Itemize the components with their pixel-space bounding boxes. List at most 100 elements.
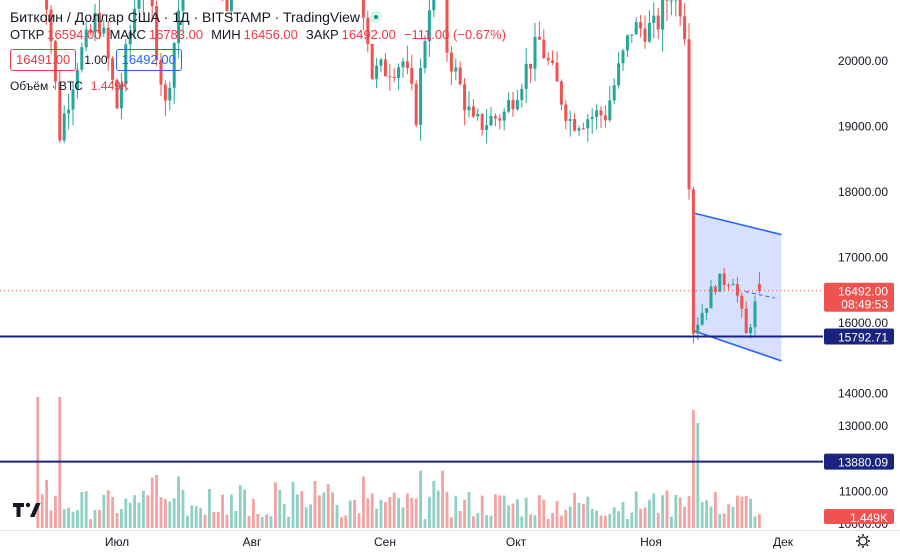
volume-bar bbox=[142, 490, 145, 528]
volume-bar bbox=[643, 507, 647, 528]
candle-body bbox=[740, 295, 744, 309]
candle-body bbox=[603, 115, 607, 121]
volume-bar bbox=[238, 485, 242, 528]
time-axis-background bbox=[0, 530, 900, 553]
volume-bar bbox=[599, 515, 603, 528]
sell-price-button[interactable]: 16491.00 bbox=[10, 49, 77, 71]
price-tick-label: 16000.00 bbox=[838, 316, 888, 330]
candle-body bbox=[89, 29, 93, 33]
candle-body bbox=[542, 39, 546, 58]
volume-bar bbox=[388, 497, 392, 528]
volume-bar bbox=[384, 502, 387, 528]
candle-body bbox=[630, 34, 634, 36]
high-value: 16783.00 bbox=[148, 27, 204, 42]
level-badge-label: 13880.09 bbox=[838, 456, 888, 470]
volume-bar bbox=[313, 481, 317, 528]
candle-body bbox=[617, 63, 621, 86]
buy-price-button[interactable]: 16492.00 bbox=[115, 49, 182, 71]
volume-bar bbox=[186, 515, 189, 528]
settings-gear-icon[interactable] bbox=[856, 534, 870, 548]
volume-bar bbox=[436, 490, 440, 528]
candle-body bbox=[652, 15, 656, 23]
volume-bar bbox=[208, 489, 211, 528]
volume-bar bbox=[467, 492, 471, 528]
candle-body bbox=[119, 84, 123, 109]
candle-body bbox=[137, 0, 141, 9]
volume-bar bbox=[582, 504, 585, 528]
candle-body bbox=[493, 116, 497, 119]
volume-bar bbox=[524, 497, 528, 528]
volume-bar bbox=[511, 503, 515, 528]
price-tick-label: 18000.00 bbox=[838, 185, 888, 199]
volume-bar bbox=[216, 512, 220, 528]
volume-bar bbox=[155, 475, 158, 528]
volume-bar bbox=[304, 507, 308, 528]
tradingview-logo-icon[interactable] bbox=[12, 500, 42, 520]
candle-body bbox=[419, 68, 423, 125]
volume-bar bbox=[230, 494, 233, 528]
volume-bar bbox=[62, 509, 66, 528]
volume-bar bbox=[172, 498, 176, 528]
volume-row: Объём · BTC 1.449K bbox=[10, 77, 514, 95]
volume-bar bbox=[458, 510, 462, 528]
volume-bar bbox=[621, 501, 625, 528]
volume-bar bbox=[124, 498, 128, 528]
spread-value: 1.00 bbox=[84, 53, 108, 67]
volume-bar bbox=[709, 506, 713, 528]
candle-body bbox=[49, 9, 53, 42]
open-value: 16594.00 bbox=[47, 27, 102, 42]
volume-bar bbox=[736, 495, 739, 528]
volume-bar bbox=[221, 494, 224, 528]
volume-bar bbox=[507, 505, 510, 528]
volume-bar bbox=[722, 513, 726, 528]
volume-bar bbox=[269, 516, 273, 528]
candle-body bbox=[410, 68, 414, 84]
candle-body bbox=[62, 113, 66, 141]
volume-bar bbox=[296, 494, 299, 528]
volume-bar bbox=[177, 476, 180, 528]
volume-bar bbox=[194, 506, 198, 528]
candle-body bbox=[573, 119, 577, 131]
volume-bar bbox=[696, 422, 700, 528]
candle-body bbox=[735, 284, 739, 296]
candle-body bbox=[559, 81, 563, 105]
volume-bar bbox=[128, 502, 132, 528]
candle-body bbox=[669, 0, 673, 2]
volume-bar bbox=[401, 507, 405, 528]
volume-bar bbox=[260, 517, 264, 528]
symbol-title[interactable]: Биткоин / Доллар США · 1Д · BITSTAMP · T… bbox=[10, 9, 360, 25]
volume-bar bbox=[252, 498, 255, 528]
volume-bar bbox=[353, 499, 356, 528]
volume-bar bbox=[546, 519, 550, 528]
candle-body bbox=[515, 100, 519, 110]
candle-body bbox=[225, 0, 229, 12]
last-price-badge-background bbox=[824, 282, 894, 312]
volume-bar bbox=[529, 514, 532, 528]
volume-bar bbox=[652, 493, 656, 528]
candle-body bbox=[480, 114, 484, 130]
candle-body bbox=[155, 6, 159, 60]
candle-body bbox=[45, 0, 49, 10]
volume-bar bbox=[265, 514, 268, 528]
candle-body bbox=[639, 22, 643, 29]
volume-bar bbox=[577, 502, 581, 528]
candle-body bbox=[665, 0, 669, 1]
volume-bar bbox=[727, 504, 730, 528]
candle-body bbox=[551, 60, 555, 63]
volume-bar bbox=[731, 507, 735, 528]
volume-bar bbox=[740, 496, 744, 528]
candle-body bbox=[133, 8, 137, 32]
volume-tick-label: 14000.00 bbox=[838, 387, 888, 401]
candle-body bbox=[586, 119, 590, 129]
candle-body bbox=[392, 77, 396, 78]
volume-bar bbox=[463, 499, 466, 528]
volume-bar bbox=[199, 508, 202, 528]
ohlc-row: ОТКР 16594.00 МАКС 16783.00 МИН 16456.00… bbox=[10, 26, 514, 44]
volume-bar bbox=[256, 513, 260, 528]
volume-bar bbox=[89, 519, 92, 528]
candle-body bbox=[643, 28, 647, 42]
volume-bar bbox=[604, 515, 607, 528]
candle-body bbox=[115, 79, 119, 109]
volume-bar bbox=[744, 495, 748, 528]
